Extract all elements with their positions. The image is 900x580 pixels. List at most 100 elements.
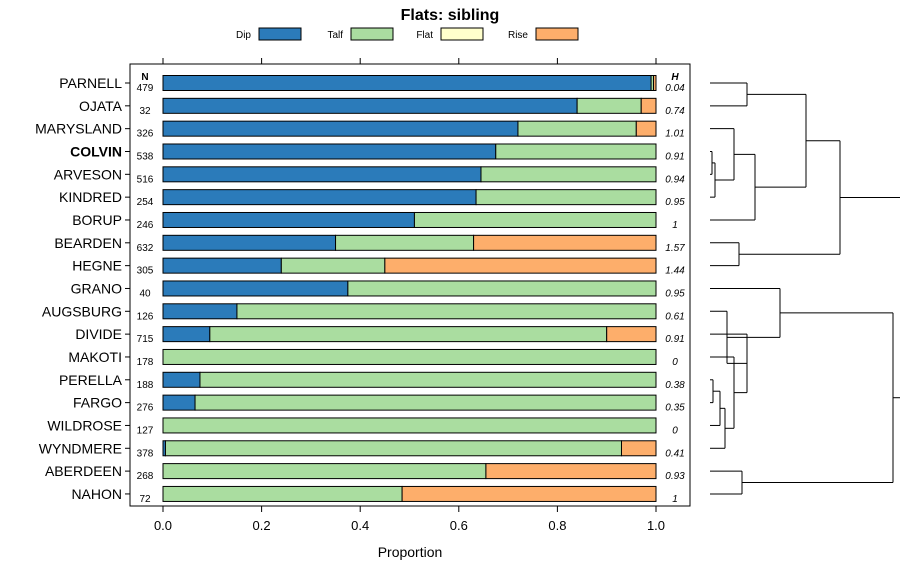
plot-panel <box>129 63 691 507</box>
bar-segment-talf <box>480 166 657 183</box>
bar-segment-dip <box>162 371 201 388</box>
h-value: 1 <box>672 220 678 231</box>
category-label: NAHON <box>71 486 122 502</box>
bar-segment-talf <box>162 417 657 434</box>
h-value: 0.61 <box>665 311 684 322</box>
bar-segment-dip <box>162 394 196 411</box>
n-value: 538 <box>137 151 154 162</box>
n-value: 40 <box>139 288 151 299</box>
h-value: 0.93 <box>665 471 685 482</box>
h-value: 1.01 <box>665 129 684 140</box>
bar-segment-dip <box>162 257 282 274</box>
bar-segment-dip <box>162 303 238 320</box>
bar-segment-dip <box>162 280 349 297</box>
bar-segment-talf <box>495 143 657 160</box>
legend-label-dip: Dip <box>236 30 251 41</box>
n-value: 305 <box>137 266 154 277</box>
category-label: MAKOTI <box>68 349 122 365</box>
h-value: 0.95 <box>665 197 685 208</box>
n-value: 178 <box>137 357 154 368</box>
bar-segment-talf <box>199 371 657 388</box>
bar-segment-dip <box>162 143 497 160</box>
h-value: 1 <box>672 494 678 505</box>
h-value: 0.35 <box>665 403 685 414</box>
category-label: KINDRED <box>59 189 122 205</box>
h-value: 0.74 <box>665 106 685 117</box>
bar-segment-dip <box>162 326 211 343</box>
bar-segment-rise <box>485 463 657 480</box>
x-tick-label: 0.6 <box>450 518 468 533</box>
bar-segment-rise <box>473 234 657 251</box>
bar-segment-dip <box>162 120 519 137</box>
n-value: 126 <box>137 311 154 322</box>
bar-segment-rise <box>640 97 657 114</box>
bar-rows: PARNELL 479 0.04 OJATA 32 0.74 MARYSLAND 326 1.0… <box>35 75 685 505</box>
h-value: 0.94 <box>665 174 685 185</box>
bar-segment-rise <box>384 257 657 274</box>
category-label: ARVESON <box>54 166 122 182</box>
n-value: 378 <box>137 448 154 459</box>
n-value: 276 <box>137 403 154 414</box>
x-axis-label: Proportion <box>378 544 443 560</box>
h-value: 0.38 <box>665 380 685 391</box>
bar-segment-dip <box>162 97 578 114</box>
h-value: 1.57 <box>665 243 685 254</box>
legend-label-flat: Flat <box>416 30 433 41</box>
n-column-header: N <box>141 72 148 83</box>
bar-segment-rise <box>606 326 657 343</box>
bar-segment-talf <box>162 485 403 502</box>
x-tick-label: 0.2 <box>253 518 271 533</box>
category-label: OJATA <box>79 98 123 114</box>
h-value: 1.44 <box>665 266 685 277</box>
n-value: 516 <box>137 174 154 185</box>
legend-swatch-flat <box>440 27 484 41</box>
n-value: 254 <box>137 197 154 208</box>
chart-title: Flats: sibling <box>401 7 500 24</box>
category-label: FARGO <box>73 395 122 411</box>
bar-segment-rise <box>401 485 657 502</box>
category-label: BEARDEN <box>54 235 122 251</box>
category-label: WILDROSE <box>47 417 122 433</box>
category-label: HEGNE <box>72 258 122 274</box>
bar-segment-talf <box>335 234 475 251</box>
n-value: 246 <box>137 220 154 231</box>
n-value: 32 <box>139 106 151 117</box>
h-value: 0.04 <box>665 83 685 94</box>
category-label: AUGSBURG <box>42 303 122 319</box>
category-label: BORUP <box>72 212 122 228</box>
bar-segment-dip <box>162 234 337 251</box>
bar-segment-talf <box>280 257 386 274</box>
h-value: 0 <box>672 425 678 436</box>
x-tick-label: 0.0 <box>154 518 172 533</box>
legend-label-rise: Rise <box>508 30 528 41</box>
n-value: 127 <box>137 425 154 436</box>
h-value: 0 <box>672 357 678 368</box>
bar-segment-talf <box>209 326 608 343</box>
bar-segment-talf <box>194 394 657 411</box>
n-value: 188 <box>137 380 154 391</box>
category-label: GRANO <box>71 280 122 296</box>
dendrogram <box>710 82 900 495</box>
bar-segment-dip <box>162 166 482 183</box>
legend: Dip Talf Flat Rise <box>236 27 579 41</box>
n-value: 268 <box>137 471 154 482</box>
legend-label-talf: Talf <box>327 30 343 41</box>
category-label: ABERDEEN <box>45 463 122 479</box>
h-value: 0.95 <box>665 288 685 299</box>
legend-swatch-talf <box>350 27 394 41</box>
category-label: WYNDMERE <box>39 440 122 456</box>
h-value: 0.41 <box>665 448 684 459</box>
bar-segment-talf <box>475 189 657 206</box>
bar-segment-dip <box>162 75 652 91</box>
legend-swatch-rise <box>535 27 579 41</box>
category-label: COLVIN <box>70 143 122 159</box>
bar-segment-talf <box>162 348 657 365</box>
legend-swatch-dip <box>258 27 302 41</box>
bar-segment-dip <box>162 211 415 228</box>
n-value: 72 <box>139 494 151 505</box>
x-tick-label: 1.0 <box>647 518 665 533</box>
h-column-header: H <box>671 72 679 83</box>
bar-segment-rise <box>653 75 657 91</box>
category-label: MARYSLAND <box>35 121 122 137</box>
